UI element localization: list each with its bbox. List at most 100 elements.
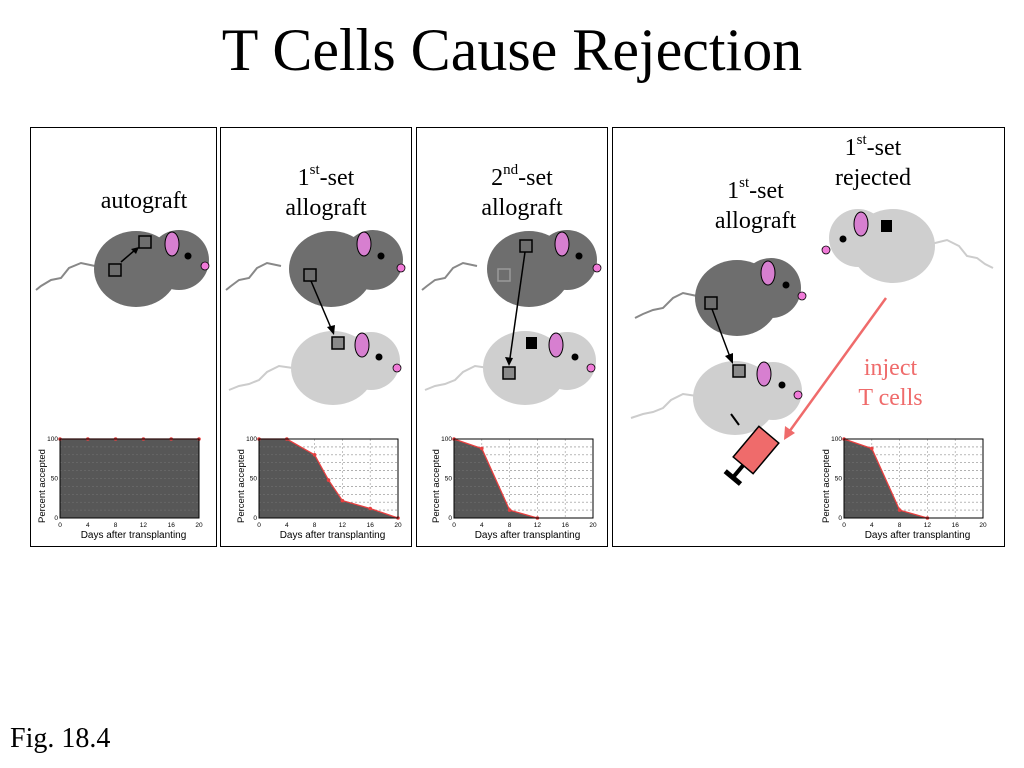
second-set-illustration xyxy=(421,230,602,405)
label-first-set: 1st-set allograft xyxy=(285,162,367,222)
label-allograft: 1st-set allograft xyxy=(714,175,797,235)
y-tick-label: 100 xyxy=(831,436,842,443)
x-tick-label: 4 xyxy=(870,522,874,529)
inject-arrow xyxy=(787,297,888,433)
rejected-graft-square xyxy=(881,220,892,232)
recipient-mouse xyxy=(424,331,596,405)
donor-skin-square xyxy=(138,235,152,249)
x-axis-label: Days after transplanting xyxy=(474,530,581,541)
syringe-icon xyxy=(723,413,780,486)
panel-transfer: 1st-set allograft 1st-set rejected injec… xyxy=(612,127,1005,547)
survival-chart: 0 4 8 12 16 20 0 50 100 xyxy=(47,436,203,529)
survival-area xyxy=(259,439,398,518)
x-tick-label: 0 xyxy=(452,522,456,529)
survival-line xyxy=(843,438,928,519)
y-axis-label: Percent accepted xyxy=(431,449,442,523)
plot-frame xyxy=(843,438,984,519)
slide-title: T Cells Cause Rejection xyxy=(221,17,803,83)
x-tick-label: 20 xyxy=(589,522,597,529)
recipient-mouse xyxy=(630,361,803,435)
x-tick-label: 0 xyxy=(58,522,62,529)
chart-autograft: 0 4 8 12 16 20 0 50 100 Percent accepted Days af… xyxy=(36,433,216,545)
x-tick-label: 4 xyxy=(285,522,289,529)
donor-mouse xyxy=(421,230,602,307)
graft-arrow xyxy=(509,251,526,359)
x-axis-label: Days after transplanting xyxy=(80,530,187,541)
x-tick-label: 0 xyxy=(257,522,261,529)
label-second-set: 2nd-set allograft xyxy=(481,162,563,222)
graft-site-square xyxy=(108,263,122,277)
y-axis-label: Percent accepted xyxy=(821,449,832,523)
x-tick-label: 16 xyxy=(952,522,960,529)
dark-mouse xyxy=(35,230,210,307)
graft-arrow xyxy=(120,249,136,263)
y-tick-label: 50 xyxy=(445,476,453,483)
donor-mouse xyxy=(634,258,807,336)
plot-frame xyxy=(258,438,399,519)
x-tick-label: 20 xyxy=(195,522,203,529)
label-inject-t-cells: inject T cells xyxy=(858,355,923,411)
data-point xyxy=(340,498,345,503)
y-tick-label: 0 xyxy=(448,515,452,522)
data-point xyxy=(326,478,331,482)
plot-frame xyxy=(453,438,594,519)
plot-frame xyxy=(59,438,200,519)
x-tick-label: 20 xyxy=(979,522,987,529)
y-tick-label: 100 xyxy=(246,436,257,443)
x-tick-label: 12 xyxy=(534,522,542,529)
survival-chart: 0 4 8 12 16 20 0 50 100 xyxy=(441,436,597,529)
y-tick-label: 50 xyxy=(250,476,258,483)
x-tick-label: 12 xyxy=(924,522,932,529)
data-point xyxy=(312,453,317,457)
x-tick-label: 8 xyxy=(508,522,512,529)
data-point xyxy=(368,506,372,511)
x-tick-label: 8 xyxy=(313,522,317,529)
survival-area xyxy=(454,439,538,518)
y-tick-label: 0 xyxy=(253,515,257,522)
x-tick-label: 20 xyxy=(394,522,402,529)
x-tick-label: 4 xyxy=(480,522,484,529)
x-tick-label: 0 xyxy=(842,522,846,529)
survival-chart: 0 4 8 12 16 20 0 50 100 xyxy=(831,436,987,529)
x-tick-label: 16 xyxy=(562,522,570,529)
data-point xyxy=(507,508,512,512)
x-tick-label: 4 xyxy=(86,522,90,529)
chart-first-set: 0 4 8 12 16 20 0 50 100 Percent accepted Days af… xyxy=(235,433,415,545)
y-tick-label: 0 xyxy=(838,515,842,522)
y-axis-label: Percent accepted xyxy=(37,449,48,523)
rejected-mouse xyxy=(821,209,994,283)
x-tick-label: 12 xyxy=(140,522,148,529)
x-axis-label: Days after transplanting xyxy=(279,530,386,541)
rejected-graft-square xyxy=(526,337,537,349)
y-tick-label: 50 xyxy=(835,476,843,483)
autograft-illustration xyxy=(35,230,210,307)
y-tick-label: 50 xyxy=(51,476,59,483)
recipient-mouse xyxy=(228,331,402,405)
x-tick-label: 16 xyxy=(367,522,375,529)
survival-area xyxy=(844,439,928,518)
data-point xyxy=(897,508,902,512)
y-tick-label: 100 xyxy=(441,436,452,443)
label-autograft: autograft xyxy=(100,188,188,214)
label-rejected: 1st-set rejected xyxy=(835,132,911,192)
x-tick-label: 12 xyxy=(339,522,347,529)
y-tick-label: 0 xyxy=(54,515,58,522)
figure-caption: Fig. 18.4 xyxy=(10,723,111,754)
survival-chart: 0 4 8 12 16 20 0 50 100 xyxy=(246,436,402,529)
first-set-illustration xyxy=(225,230,406,405)
y-tick-label: 100 xyxy=(47,436,58,443)
donor-mouse xyxy=(225,230,406,307)
graft-arrow xyxy=(711,308,731,358)
data-point xyxy=(480,446,484,451)
x-tick-label: 8 xyxy=(898,522,902,529)
survival-line xyxy=(453,438,538,519)
x-tick-label: 16 xyxy=(168,522,176,529)
chart-second-set: 0 4 8 12 16 20 0 50 100 Percent accepted Days af… xyxy=(430,433,610,545)
old-graft-site xyxy=(497,268,511,282)
graft-arrow xyxy=(310,280,332,329)
data-point xyxy=(870,446,874,451)
y-axis-label: Percent accepted xyxy=(236,449,247,523)
transfer-illustration xyxy=(630,209,994,486)
x-axis-label: Days after transplanting xyxy=(864,530,971,541)
chart-transfer: 0 4 8 12 16 20 0 50 100 Percent accepted Days af… xyxy=(820,433,1000,545)
